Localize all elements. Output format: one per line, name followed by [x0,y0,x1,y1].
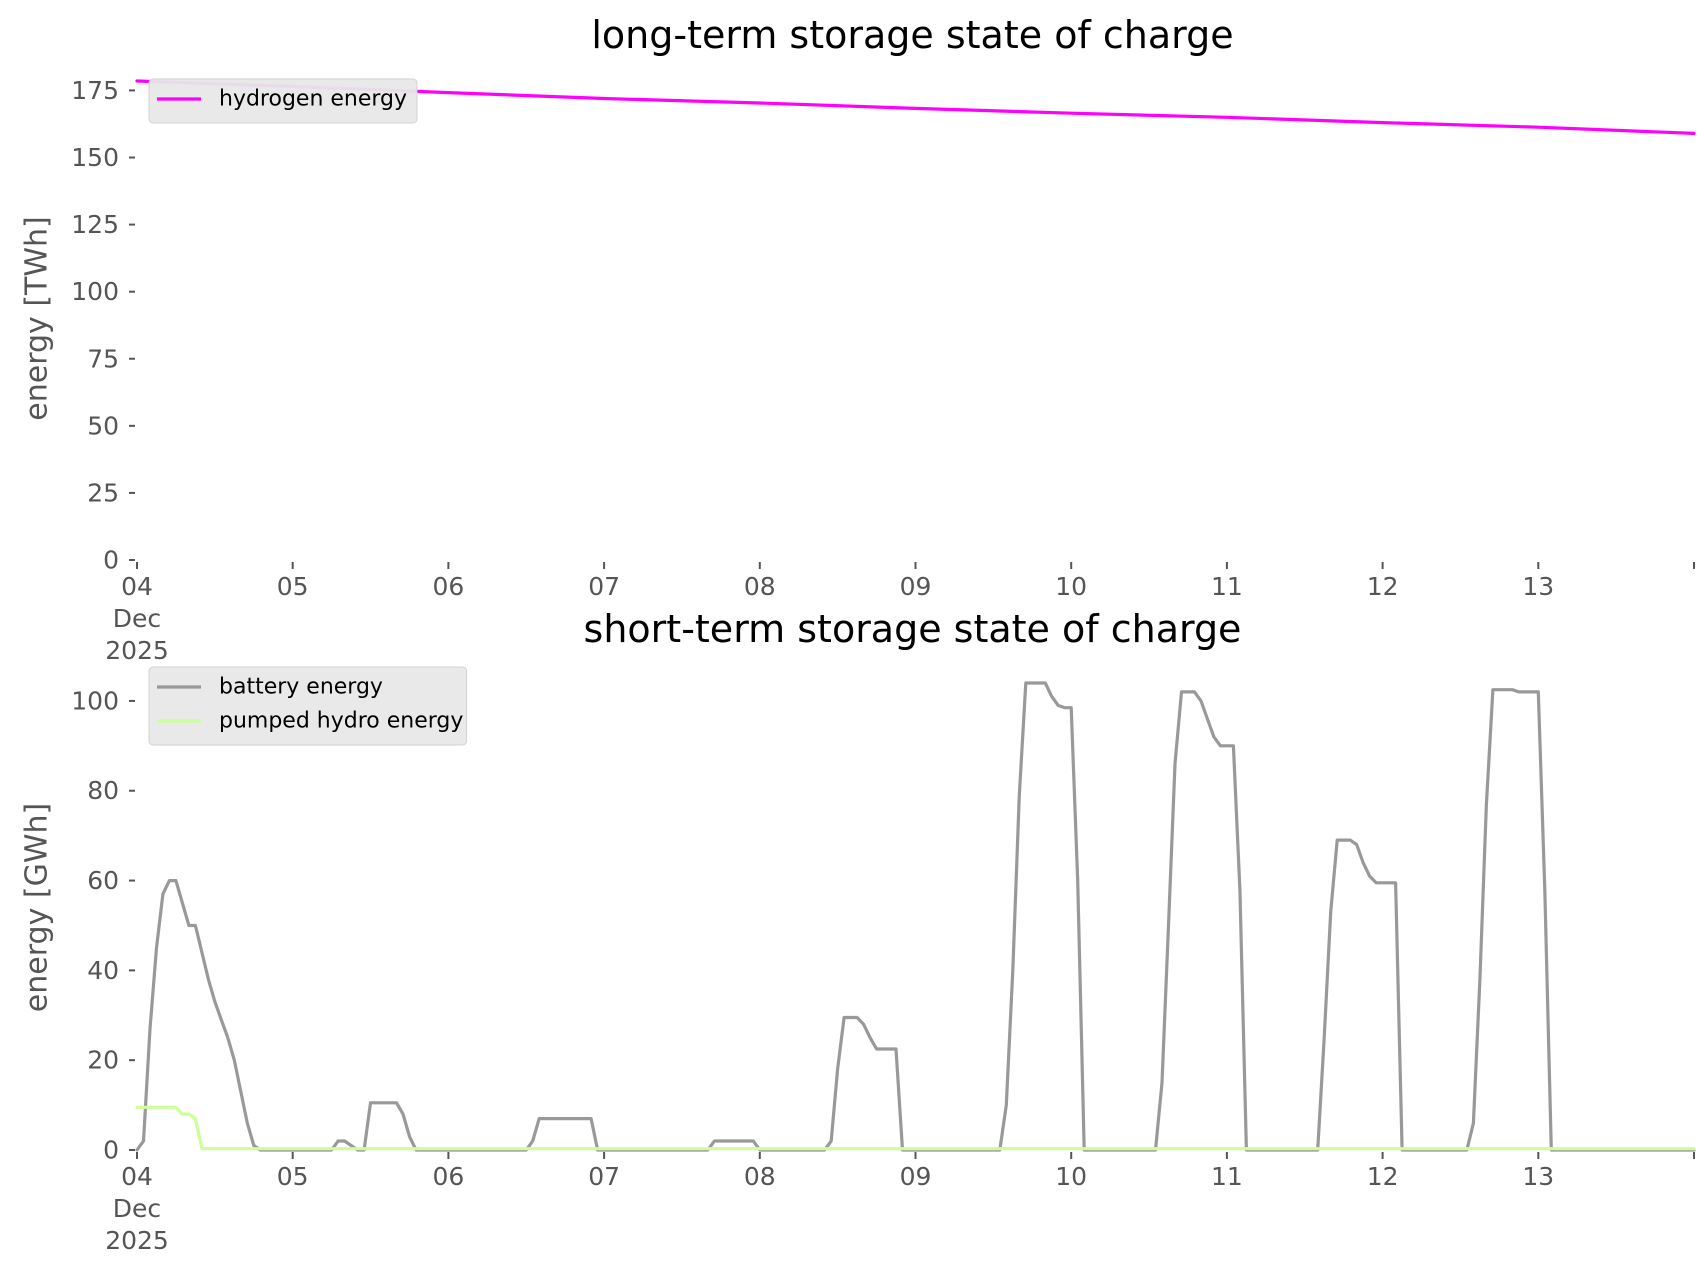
chart-2-x-tick-label-5-line-0: 09 [900,1162,932,1191]
chart-2-y-axis-label: energy [GWh] [20,803,55,1012]
chart-2-x-tick-label-9: 13 [1522,1162,1554,1191]
chart-2-x-tick-label-6-line-0: 10 [1055,1162,1087,1191]
chart-2-y-tick-label-2: 40 [87,956,119,985]
chart-2-title: short-term storage state of charge [584,607,1242,651]
chart-2-y-tick-label-1: 20 [87,1046,119,1075]
chart-2-legend-label-0: battery energy [219,675,383,700]
chart-2-x-tick-label-2-line-0: 06 [432,1162,464,1191]
chart-1-x-tick-label-6: 10 [1055,572,1087,601]
chart-1-x-tick-label-1: 05 [277,572,309,601]
chart-2-x-tick-label-6: 10 [1055,1162,1087,1191]
chart-1-y-tick-label-5: 125 [71,210,119,239]
chart-2-x-tick-label-7: 11 [1211,1162,1243,1191]
chart-2-x-tick-label-3-line-0: 07 [588,1162,620,1191]
chart-2-x-tick-label-7-line-0: 11 [1211,1162,1243,1191]
chart-1-y-tick-label-2: 50 [87,411,119,440]
chart-2-x-tick-label-0-line-0: 04 [121,1162,153,1191]
chart-1-x-tick-label-0-line-0: 04 [121,572,153,601]
chart-2-y-tick-label-5: 100 [71,686,119,715]
chart-2-legend-box [148,666,468,746]
chart-1-y-tick-label-1: 25 [87,478,119,507]
chart-1-x-tick-label-2-line-0: 06 [432,572,464,601]
chart-1-x-tick-label-4-line-0: 08 [744,572,776,601]
chart-1-x-tick-label-4: 08 [744,572,776,601]
chart-1-x-tick-label-2: 06 [432,572,464,601]
chart-1-y-tick-label-4: 100 [71,277,119,306]
chart-1-y-tick-label-7: 175 [71,76,119,105]
chart-2-x-tick-label-9-line-0: 13 [1522,1162,1554,1191]
chart-1-y-tick-label-6: 150 [71,143,119,172]
chart-1-y-tick-label-3: 75 [87,344,119,373]
chart-1-x-tick-label-6-line-0: 10 [1055,572,1087,601]
chart-2-y-tick-label-3: 60 [87,866,119,895]
chart-2-x-tick-label-2: 06 [432,1162,464,1191]
chart-2-x-tick-label-0-line-2: 2025 [105,1226,169,1255]
chart-1-x-tick-label-3-line-0: 07 [588,572,620,601]
chart-1-x-tick-label-8: 12 [1367,572,1399,601]
chart-1-title: long-term storage state of charge [591,13,1233,57]
chart-1-x-tick-label-9: 13 [1522,572,1554,601]
chart-2-series-line-battery-energy [135,681,1696,1152]
chart-1-x-tick-label-0-line-1: Dec [113,604,161,633]
chart-1-x-tick-label-8-line-0: 12 [1367,572,1399,601]
chart-2-x-tick-label-8-line-0: 12 [1367,1162,1399,1191]
chart-1-x-tick-label-7: 11 [1211,572,1243,601]
chart-1-legend-box [148,78,418,124]
chart-1-x-tick-label-5: 09 [900,572,932,601]
chart-2-x-tick-label-5: 09 [900,1162,932,1191]
chart-1-x-tick-label-7-line-0: 11 [1211,572,1243,601]
chart-2-x-tick-label-1-line-0: 05 [277,1162,309,1191]
chart-2-x-tick-label-0-line-1: Dec [113,1194,161,1223]
chart-1-y-axis-label: energy [TWh] [20,216,55,420]
chart-2-x-tick-label-3: 07 [588,1162,620,1191]
chart-1-x-tick-label-0: 04 Dec 2025 [105,572,169,665]
chart-2-legend-label-1: pumped hydro energy [219,709,463,734]
chart-2-y-tick-label-4: 80 [87,776,119,805]
chart-2-series-line-pumped-hydro-energy [135,1105,1696,1151]
chart-1-x-tick-label-9-line-0: 13 [1522,572,1554,601]
chart-2-x-tick-label-8: 12 [1367,1162,1399,1191]
chart-1-legend-label-0: hydrogen energy [219,87,407,112]
chart-2-y-tick-label-0: 0 [103,1136,119,1165]
chart-1-x-tick-label-1-line-0: 05 [277,572,309,601]
chart-1-x-tick-label-5-line-0: 09 [900,572,932,601]
chart-2-x-tick-label-4: 08 [744,1162,776,1191]
chart-2-x-tick-label-0: 04 Dec 2025 [105,1162,169,1255]
chart-1-x-tick-label-3: 07 [588,572,620,601]
chart-1-y-tick-label-0: 0 [103,546,119,575]
chart-1-x-tick-label-0-line-2: 2025 [105,636,169,665]
chart-2-x-tick-label-1: 05 [277,1162,309,1191]
chart-2-x-tick-label-4-line-0: 08 [744,1162,776,1191]
